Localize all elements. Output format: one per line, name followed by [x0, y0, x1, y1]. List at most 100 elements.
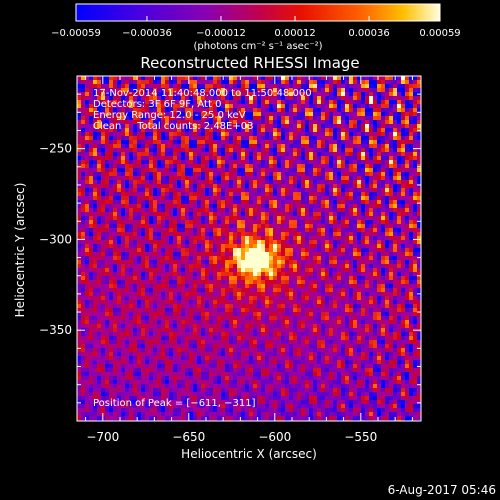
heatmap-cell	[293, 180, 298, 185]
heatmap-cell	[129, 148, 134, 153]
heatmap-cell	[309, 120, 314, 125]
heatmap-cell	[201, 240, 206, 245]
heatmap-cell	[297, 88, 302, 93]
heatmap-cell	[225, 228, 230, 233]
heatmap-cell	[81, 124, 86, 129]
heatmap-cell	[201, 192, 206, 197]
heatmap-cell	[273, 220, 278, 225]
heatmap-cell	[261, 176, 266, 181]
heatmap-cell	[141, 260, 146, 265]
heatmap-cell	[397, 156, 402, 161]
heatmap-cell	[157, 184, 162, 189]
heatmap-cell	[245, 252, 250, 257]
heatmap-cell	[257, 156, 262, 161]
heatmap-cell	[229, 220, 234, 225]
heatmap-cell	[257, 228, 262, 233]
heatmap-cell	[353, 96, 358, 101]
heatmap-cell	[209, 116, 214, 121]
heatmap-cell	[397, 272, 402, 277]
heatmap-cell	[209, 112, 214, 117]
heatmap-cell	[389, 76, 394, 81]
heatmap-cell	[185, 144, 190, 149]
heatmap-cell	[85, 276, 90, 281]
heatmap-cell	[337, 212, 342, 217]
heatmap-cell	[321, 104, 326, 109]
heatmap-cell	[257, 216, 262, 221]
heatmap-cell	[129, 272, 134, 277]
heatmap-cell	[177, 148, 182, 153]
heatmap-cell	[221, 200, 226, 205]
heatmap-cell	[309, 144, 314, 149]
heatmap-cell	[237, 292, 242, 297]
heatmap-cell	[101, 272, 106, 277]
heatmap-cell	[353, 140, 358, 145]
heatmap-cell	[369, 172, 374, 177]
heatmap-cell	[289, 156, 294, 161]
heatmap-cell	[157, 260, 162, 265]
heatmap-cell	[281, 76, 286, 81]
heatmap-cell	[337, 232, 342, 237]
heatmap-cell	[173, 120, 178, 125]
heatmap-cell	[197, 160, 202, 165]
heatmap-cell	[417, 300, 421, 305]
heatmap-cell	[101, 208, 106, 213]
heatmap-cell	[365, 160, 370, 165]
heatmap-cell	[341, 240, 346, 245]
heatmap-cell	[329, 88, 334, 93]
heatmap-cell	[77, 300, 82, 305]
heatmap-cell	[341, 92, 346, 97]
heatmap-cell	[361, 192, 366, 197]
heatmap-cell	[149, 248, 154, 253]
heatmap-cell	[417, 220, 421, 225]
heatmap-cell	[157, 284, 162, 289]
heatmap-cell	[141, 192, 146, 197]
heatmap-cell	[133, 192, 138, 197]
heatmap-cell	[85, 164, 90, 169]
heatmap-cell	[257, 296, 262, 301]
heatmap-cell	[109, 164, 114, 169]
heatmap-cell	[101, 152, 106, 157]
heatmap-cell	[133, 300, 138, 305]
heatmap-cell	[173, 160, 178, 165]
heatmap-cell	[353, 156, 358, 161]
heatmap-cell	[97, 120, 102, 125]
heatmap-cell	[373, 236, 378, 241]
heatmap-cell	[389, 144, 394, 149]
heatmap-cell	[173, 260, 178, 265]
heatmap-cell	[337, 132, 342, 137]
heatmap-cell	[245, 188, 250, 193]
heatmap-cell	[341, 272, 346, 277]
heatmap-cell	[105, 204, 110, 209]
heatmap-cell	[277, 256, 282, 261]
heatmap-cell	[229, 140, 234, 145]
heatmap-cell	[169, 104, 174, 109]
heatmap-cell	[237, 144, 242, 149]
heatmap-cell	[389, 136, 394, 141]
heatmap-cell	[353, 288, 358, 293]
heatmap-cell	[221, 96, 226, 101]
heatmap-cell	[229, 268, 234, 273]
heatmap-cell	[409, 80, 414, 85]
heatmap-cell	[105, 280, 110, 285]
heatmap-cell	[409, 184, 414, 189]
heatmap-cell	[273, 252, 278, 257]
heatmap-cell	[117, 136, 122, 141]
heatmap-cell	[137, 124, 142, 129]
heatmap-cell	[341, 116, 346, 121]
heatmap-cell	[389, 116, 394, 121]
heatmap-cell	[353, 84, 358, 89]
heatmap-cell	[77, 180, 82, 185]
heatmap-cell	[301, 260, 306, 265]
heatmap-cell	[173, 116, 178, 121]
heatmap-cell	[301, 212, 306, 217]
heatmap-cell	[121, 164, 126, 169]
heatmap-cell	[329, 164, 334, 169]
heatmap-cell	[109, 208, 114, 213]
heatmap-cell	[393, 132, 398, 137]
heatmap-cell	[209, 220, 214, 225]
heatmap-cell	[417, 152, 421, 157]
heatmap-cell	[261, 160, 266, 165]
heatmap-cell	[165, 200, 170, 205]
heatmap-cell	[93, 176, 98, 181]
heatmap-cell	[137, 76, 142, 81]
